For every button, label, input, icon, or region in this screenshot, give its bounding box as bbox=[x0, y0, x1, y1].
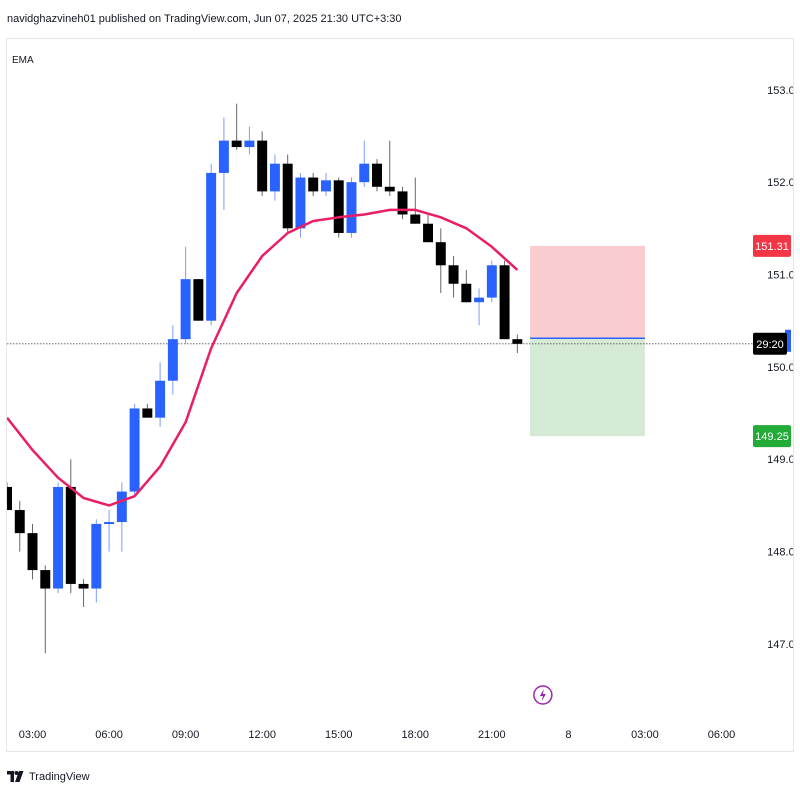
candle-body[interactable] bbox=[435, 242, 446, 266]
target-price-label: 149.25 bbox=[755, 431, 789, 443]
current-price-label: 29:20 bbox=[756, 339, 784, 351]
x-tick-label: 06:00 bbox=[95, 729, 123, 741]
x-tick-label: 8 bbox=[565, 729, 571, 741]
x-tick-label: 21:00 bbox=[478, 729, 506, 741]
candle-body[interactable] bbox=[78, 583, 89, 589]
y-tick-label: 151.00 bbox=[767, 270, 793, 282]
candle-body[interactable] bbox=[295, 177, 306, 229]
candle-body[interactable] bbox=[423, 223, 434, 243]
candle-body[interactable] bbox=[333, 180, 344, 233]
candle-body[interactable] bbox=[397, 191, 408, 215]
footer[interactable]: TradingView bbox=[7, 769, 90, 785]
candle-body[interactable] bbox=[40, 570, 51, 589]
candle-body[interactable] bbox=[384, 186, 395, 192]
candle-body[interactable] bbox=[14, 510, 25, 534]
candle-body[interactable] bbox=[65, 486, 76, 584]
current-price-label-bg bbox=[753, 332, 787, 355]
candle-body[interactable] bbox=[461, 283, 472, 303]
candle-body[interactable] bbox=[129, 408, 140, 492]
candlestick-chart[interactable]: EMA 153.00 152.00 151.00 150.00 149.00 148.00 1… bbox=[7, 39, 793, 751]
stop-price-label-bg bbox=[753, 234, 791, 257]
candle-body[interactable] bbox=[180, 279, 191, 340]
candle-body[interactable] bbox=[244, 140, 255, 148]
entry-price-marker bbox=[785, 329, 791, 352]
x-tick-label: 03:00 bbox=[631, 729, 659, 741]
candle-body[interactable] bbox=[231, 140, 242, 148]
y-tick-label: 150.00 bbox=[767, 362, 793, 374]
candle-body[interactable] bbox=[512, 339, 523, 344]
candle-body[interactable] bbox=[486, 265, 497, 298]
footer-brand: TradingView bbox=[29, 771, 90, 783]
x-tick-label: 15:00 bbox=[325, 729, 353, 741]
candle-body[interactable] bbox=[308, 177, 319, 192]
candle-body[interactable] bbox=[282, 163, 293, 229]
candle-body[interactable] bbox=[499, 265, 510, 340]
candle-body[interactable] bbox=[91, 523, 102, 589]
x-tick-label: 12:00 bbox=[248, 729, 276, 741]
candle-body[interactable] bbox=[53, 486, 64, 589]
candle-body[interactable] bbox=[27, 533, 38, 571]
x-tick-label: 06:00 bbox=[708, 729, 736, 741]
candle-body[interactable] bbox=[206, 172, 217, 321]
take-profit-zone[interactable] bbox=[530, 338, 645, 437]
candle-body[interactable] bbox=[269, 163, 280, 192]
x-tick-label: 09:00 bbox=[172, 729, 200, 741]
candle-body[interactable] bbox=[193, 279, 204, 321]
candle-body[interactable] bbox=[359, 163, 370, 183]
candle-body[interactable] bbox=[410, 214, 421, 224]
candle-body[interactable] bbox=[104, 522, 115, 525]
indicator-legend-label: EMA bbox=[12, 55, 34, 66]
candle-body[interactable] bbox=[474, 297, 485, 303]
candle-body[interactable] bbox=[257, 140, 268, 192]
publisher-header: navidghazvineh01 published on TradingVie… bbox=[7, 13, 402, 25]
y-tick-label: 148.00 bbox=[767, 547, 793, 559]
y-tick-label: 152.00 bbox=[767, 177, 793, 189]
y-tick-label: 147.00 bbox=[767, 639, 793, 651]
candle-body[interactable] bbox=[448, 265, 459, 284]
candle-body[interactable] bbox=[372, 163, 382, 187]
candle-body[interactable] bbox=[7, 486, 12, 511]
y-tick-label: 149.00 bbox=[767, 454, 793, 466]
candle-body[interactable] bbox=[167, 339, 178, 381]
lightning-icon bbox=[539, 689, 546, 701]
candle-body[interactable] bbox=[320, 180, 331, 192]
candle-body[interactable] bbox=[346, 182, 357, 233]
stop-loss-zone[interactable] bbox=[530, 245, 645, 339]
tradingview-logo-icon bbox=[7, 771, 24, 782]
x-tick-label: 18:00 bbox=[402, 729, 430, 741]
target-price-label-bg bbox=[753, 425, 791, 448]
stop-price-label: 151.31 bbox=[755, 241, 789, 253]
ema-line[interactable] bbox=[7, 208, 519, 507]
candle-body[interactable] bbox=[155, 380, 166, 418]
x-tick-label: 03:00 bbox=[19, 729, 47, 741]
candle-body[interactable] bbox=[218, 140, 229, 173]
candle-body[interactable] bbox=[142, 408, 153, 418]
chart-frame[interactable]: EMA 153.00 152.00 151.00 150.00 149.00 148.00 1… bbox=[6, 38, 794, 752]
candle-body[interactable] bbox=[116, 491, 127, 523]
y-tick-label: 153.00 bbox=[767, 85, 793, 97]
